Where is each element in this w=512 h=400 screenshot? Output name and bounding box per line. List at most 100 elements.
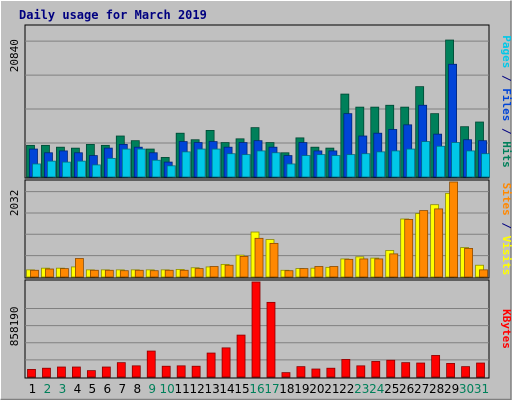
series-pages — [32, 141, 490, 178]
x-tick-label-day-15: 15 — [234, 382, 249, 396]
x-tick-label-day-20: 20 — [309, 382, 324, 396]
legend-part-0: KBytes — [500, 309, 512, 349]
bar-kbytes-day-28 — [431, 355, 441, 378]
x-tick-label-day-7: 7 — [118, 382, 126, 396]
x-tick-label-day-21: 21 — [324, 382, 339, 396]
bar-pages-day-30 — [466, 150, 475, 178]
bar-kbytes-day-12 — [191, 365, 201, 378]
bar-sites-day-30 — [464, 248, 473, 278]
bar-sites-day-28 — [434, 208, 444, 278]
bar-pages-day-23 — [361, 153, 371, 178]
bar-sites-day-24 — [374, 258, 384, 278]
x-tick-label-day-4: 4 — [74, 382, 82, 396]
bar-sites-day-27 — [419, 210, 429, 278]
bar-kbytes-day-27 — [416, 362, 426, 378]
bar-sites-day-16 — [254, 237, 264, 278]
bar-kbytes-day-10 — [161, 365, 171, 378]
panel-kbytes-legend-label: KBytes — [500, 309, 512, 349]
x-tick-label-day-18: 18 — [279, 382, 294, 396]
bar-sites-day-1 — [30, 269, 39, 278]
bar-kbytes-day-25 — [386, 359, 396, 378]
bar-sites-day-9 — [149, 270, 159, 278]
bar-sites-day-2 — [45, 268, 54, 278]
bar-kbytes-day-21 — [326, 367, 336, 378]
bar-kbytes-day-11 — [176, 365, 186, 378]
bar-sites-day-21 — [329, 266, 339, 278]
bar-pages-day-19 — [301, 155, 311, 178]
bar-sites-day-6 — [104, 269, 114, 278]
bar-kbytes-day-18 — [281, 372, 291, 378]
bar-pages-day-9 — [151, 159, 161, 178]
bar-kbytes-day-13 — [206, 352, 216, 378]
bar-pages-day-26 — [406, 148, 416, 178]
bar-sites-day-7 — [119, 270, 129, 278]
x-tick-label-day-29: 29 — [444, 382, 459, 396]
bar-kbytes-day-22 — [341, 359, 351, 378]
bar-pages-day-8 — [136, 148, 146, 178]
bar-pages-day-12 — [196, 148, 206, 178]
bar-sites-day-14 — [224, 264, 234, 278]
bar-pages-day-7 — [121, 148, 131, 178]
x-tick-label-day-13: 13 — [204, 382, 219, 396]
bar-sites-day-4 — [75, 258, 84, 278]
bar-pages-day-13 — [211, 148, 221, 178]
x-tick-label-day-12: 12 — [189, 382, 204, 396]
bar-kbytes-day-16 — [251, 281, 261, 378]
bar-sites-day-31 — [479, 269, 488, 278]
bar-pages-day-21 — [331, 155, 341, 178]
x-tick-labels: 1 2 3 4 5 6 7 8 9 10 11 12 13 14 15 16 17 18 19 20 21 22 23 24 2… — [29, 382, 489, 396]
bar-sites-day-25 — [389, 253, 399, 278]
bar-kbytes-day-24 — [371, 361, 381, 378]
bar-pages-day-2 — [47, 160, 56, 178]
panel-visits: 2032 Sites / Visits — [8, 179, 512, 279]
x-tick-label-day-9: 9 — [148, 382, 156, 396]
bar-kbytes-day-7 — [116, 362, 126, 378]
bar-kbytes-day-5 — [86, 370, 96, 378]
bar-sites-day-10 — [164, 269, 174, 278]
x-tick-label-day-22: 22 — [339, 382, 354, 396]
bar-pages-day-10 — [166, 165, 176, 178]
x-tick-label-day-5: 5 — [89, 382, 97, 396]
bar-pages-day-31 — [481, 153, 490, 178]
x-tick-label-day-23: 23 — [354, 382, 369, 396]
bar-sites-day-12 — [194, 268, 204, 278]
legend-part-2: Visits — [500, 236, 512, 276]
x-tick-label-day-19: 19 — [294, 382, 309, 396]
bar-sites-day-13 — [209, 266, 219, 278]
bar-kbytes-day-1 — [27, 369, 36, 378]
bar-pages-day-3 — [62, 161, 71, 178]
bar-sites-day-20 — [314, 266, 324, 278]
legend-part-0: Sites — [500, 183, 512, 216]
bar-sites-day-26 — [404, 219, 414, 278]
bar-sites-day-23 — [359, 258, 369, 278]
bar-kbytes-day-15 — [236, 334, 246, 378]
series-kbytes — [27, 281, 485, 378]
x-tick-label-day-11: 11 — [175, 382, 190, 396]
legend-part-3: / — [500, 121, 512, 141]
legend-part-1: / — [500, 68, 512, 88]
bar-kbytes-day-4 — [72, 366, 81, 378]
series-sites — [30, 181, 488, 278]
x-tick-label-day-16: 16 — [249, 382, 264, 396]
bar-kbytes-day-8 — [131, 365, 141, 378]
x-tick-label-day-24: 24 — [369, 382, 384, 396]
panel-kbytes: 858190 KBytes — [8, 279, 512, 379]
chart-panels: 20840 Pages / Files / Hits 2032 Sites / Vis… — [8, 24, 512, 379]
bar-pages-day-27 — [421, 141, 431, 178]
bar-sites-day-5 — [89, 269, 99, 278]
bar-kbytes-day-26 — [401, 362, 411, 378]
x-tick-label-day-26: 26 — [399, 382, 414, 396]
x-tick-label-day-1: 1 — [29, 382, 37, 396]
x-tick-label-day-8: 8 — [133, 382, 141, 396]
legend-part-2: Files — [500, 88, 512, 121]
bar-pages-day-16 — [256, 150, 266, 178]
bar-pages-day-1 — [32, 163, 41, 178]
bar-kbytes-day-30 — [461, 366, 470, 378]
bar-pages-day-20 — [316, 154, 326, 178]
panel-hits: 20840 Pages / Files / Hits — [8, 24, 512, 179]
bar-kbytes-day-17 — [266, 301, 276, 378]
x-tick-label-day-2: 2 — [44, 382, 52, 396]
bar-sites-day-22 — [344, 258, 354, 278]
bar-kbytes-day-9 — [146, 350, 156, 378]
